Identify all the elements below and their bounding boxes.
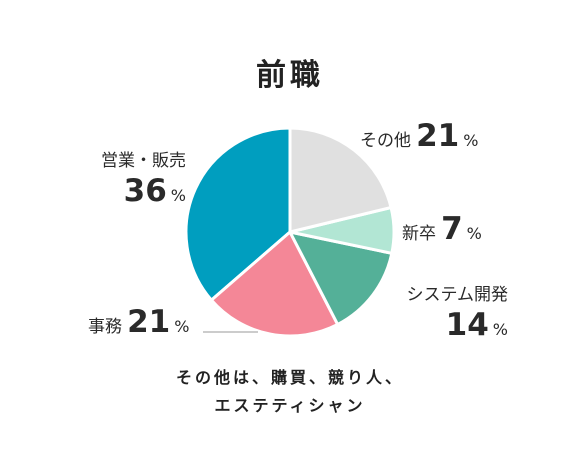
- label-system-value: 14: [445, 307, 489, 343]
- label-shinsotsu-name: 新卒: [402, 224, 436, 244]
- label-system-unit: %: [492, 320, 508, 339]
- slice-sales: [184, 126, 292, 302]
- label-other: その他 21%: [360, 118, 478, 154]
- label-jimu: 事務 21%: [88, 304, 189, 340]
- label-other-value: 21: [416, 118, 460, 154]
- label-system-name: システム開発: [406, 285, 509, 305]
- chart-title: 前職: [256, 58, 324, 93]
- label-shinsotsu-unit: %: [466, 224, 482, 243]
- footnote-line-2: エステティシャン: [214, 396, 366, 415]
- label-other-name: その他: [360, 131, 411, 151]
- label-sales: 営業・販売 36%: [70, 146, 186, 209]
- label-jimu-name: 事務: [88, 317, 122, 337]
- footnote-line-1: その他は、購買、競り人、: [175, 368, 404, 387]
- label-other-unit: %: [463, 131, 479, 150]
- label-jimu-value: 21: [127, 304, 171, 340]
- label-jimu-unit: %: [174, 317, 190, 336]
- slice-other: [288, 126, 393, 234]
- label-shinsotsu-value: 7: [441, 211, 463, 247]
- label-sales-unit: %: [170, 186, 186, 205]
- slice-jimu: [209, 230, 340, 338]
- label-system: システム開発 14%: [392, 280, 509, 343]
- slice-system: [288, 230, 394, 326]
- label-sales-name: 営業・販売: [101, 151, 186, 171]
- label-sales-value: 36: [123, 173, 167, 209]
- label-shinsotsu: 新卒 7%: [402, 211, 482, 247]
- footnote: その他は、購買、競り人、 エステティシャン: [0, 364, 580, 420]
